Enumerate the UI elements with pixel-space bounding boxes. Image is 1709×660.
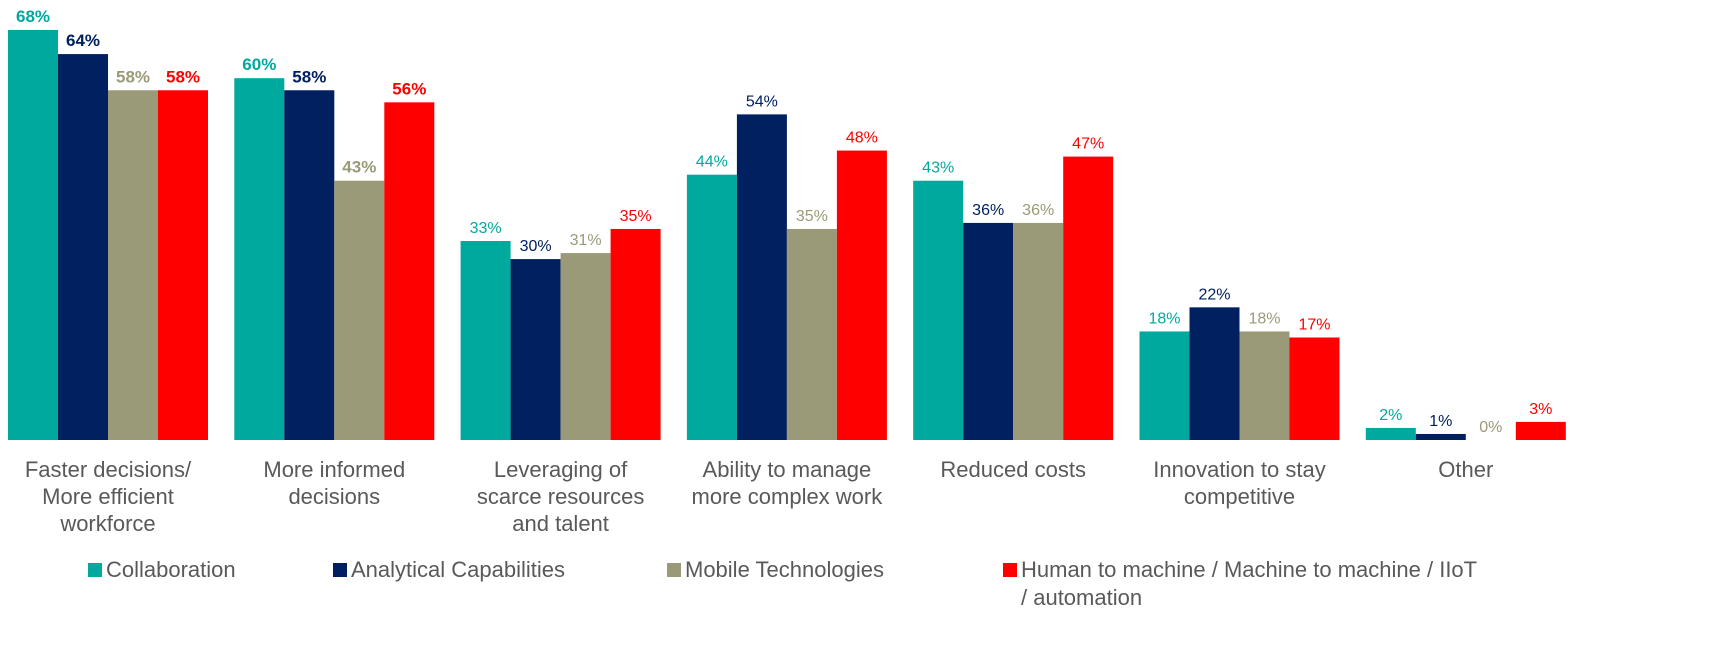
data-label: 54% [746,93,778,110]
x-tick-label: competitive [1184,484,1295,509]
bar [510,259,561,440]
data-label: 68% [16,7,50,26]
bar [836,150,887,440]
data-label: 22% [1198,286,1230,303]
legend-item: Mobile Technologies [667,556,987,584]
data-label: 35% [620,208,652,225]
bar [686,174,737,440]
bar [963,222,1014,440]
data-label: 30% [520,238,552,255]
bar [560,253,611,440]
data-label: 18% [1248,310,1280,327]
data-label: 58% [166,67,200,86]
data-label: 47% [1072,136,1104,153]
bar [913,180,964,440]
data-label: 35% [796,208,828,225]
bar [786,228,837,440]
legend-swatch [333,563,347,577]
x-tick-label: Ability to manage [703,457,872,482]
legend-swatch [667,563,681,577]
bar [1189,307,1240,440]
legend-label: Human to machine / Machine to machine / … [1021,557,1477,610]
data-label: 56% [392,79,426,98]
data-label: 43% [922,160,954,177]
data-label: 58% [116,67,150,86]
data-label: 43% [342,158,376,177]
bar [284,90,335,440]
x-tick-label: More informed [263,457,405,482]
bar [736,114,787,440]
legend-item: Collaboration [88,556,308,584]
data-label: 36% [1022,202,1054,219]
bar [234,78,285,440]
x-tick-label: workforce [59,511,155,536]
x-tick-label: scarce resources [477,484,645,509]
data-label: 36% [972,202,1004,219]
data-label: 64% [66,31,100,50]
bar [1365,427,1416,440]
bar [58,54,108,441]
data-label: 33% [470,220,502,237]
data-label: 1% [1429,413,1452,430]
bar [334,180,385,440]
data-label: 2% [1379,407,1402,424]
plot: 68% 64% 58% 58% Faster decisions/More effici… [8,7,1566,536]
bar [1415,433,1466,440]
legend-label: Analytical Capabilities [351,557,565,582]
bar [1239,331,1290,440]
legend-item: Analytical Capabilities [333,556,653,584]
bar [108,90,158,440]
legend-label: Collaboration [106,557,236,582]
x-tick-label: More efficient [42,484,174,509]
data-label: 17% [1298,316,1330,333]
x-tick-label: Leveraging of [494,457,628,482]
bar [1063,156,1114,440]
bar [8,29,58,441]
bar [1013,222,1064,440]
x-tick-label: Reduced costs [940,457,1086,482]
x-tick-label: more complex work [692,484,884,509]
data-label: 48% [846,130,878,147]
data-label: 60% [242,55,276,74]
bar [460,241,511,440]
x-tick-label: Innovation to stay [1153,457,1325,482]
legend-item: Human to machine / Machine to machine / … [1003,556,1483,612]
legend-label: Mobile Technologies [685,557,884,582]
bar [1515,421,1566,440]
bar [1139,331,1190,440]
data-label: 18% [1148,310,1180,327]
legend-swatch [1003,563,1017,577]
x-tick-label: and talent [512,511,609,536]
bar [610,228,661,440]
bar [158,90,208,440]
bar [1289,337,1340,440]
data-label: 58% [292,67,326,86]
x-tick-label: Faster decisions/ [25,457,192,482]
x-tick-label: decisions [288,484,380,509]
x-tick-label: Other [1438,457,1493,482]
bar [384,102,435,440]
data-label: 44% [696,154,728,171]
legend-swatch [88,563,102,577]
data-label: 3% [1529,401,1552,418]
data-label: 31% [570,232,602,249]
data-label: 0% [1479,419,1502,436]
